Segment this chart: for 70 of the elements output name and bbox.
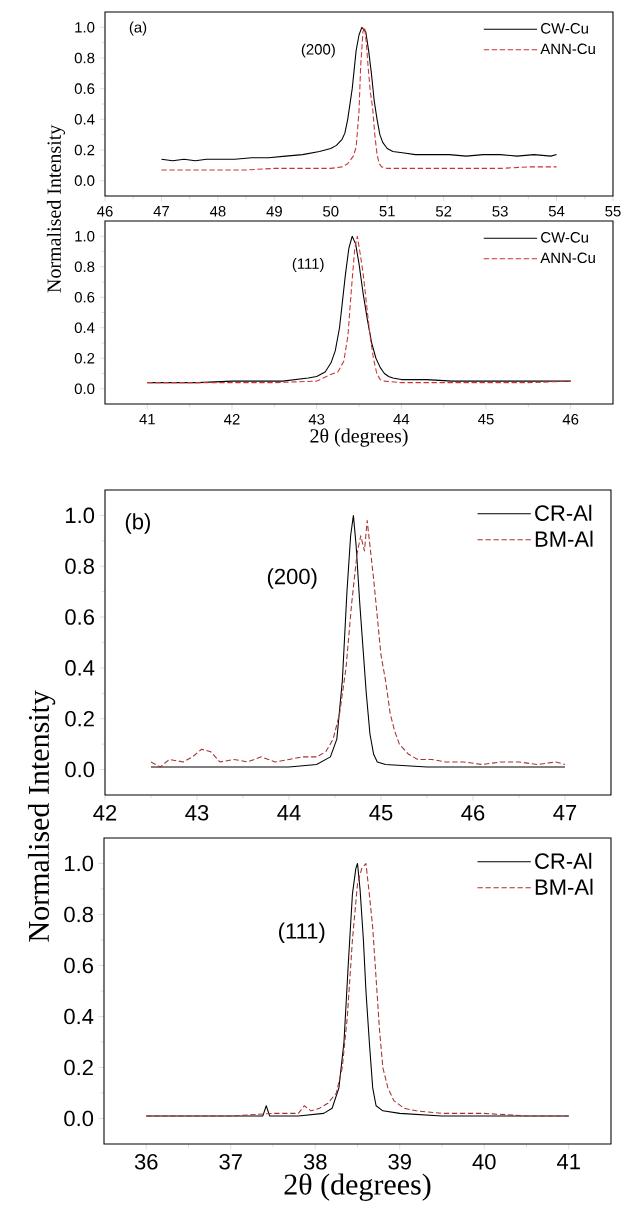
x-tick-label: 46 [562,414,579,425]
x-tick-label: 55 [605,206,621,217]
x-tick-label: 43 [185,805,209,821]
y-tick-label: 0.2 [74,144,95,156]
legend-label: ANN-Cu [540,43,595,55]
x-tick-label: 54 [548,206,565,217]
x-tick-label: 38 [303,1154,327,1170]
x-tick-label: 53 [492,206,508,217]
annotation: (200) [267,568,317,589]
x-tick-label: 47 [553,805,577,821]
x-tick-label: 42 [224,414,240,425]
x-tick-label: 45 [369,805,393,821]
x-tick-label: 46 [461,805,485,821]
x-tick-label: 51 [379,206,395,217]
legend-label: CR-Al [535,852,592,869]
x-tick-label: 48 [209,206,226,217]
y-tick-label: 0.2 [64,1059,93,1076]
x-tick-label: 41 [139,414,155,425]
annotation: (111) [279,922,325,944]
y-tick-label: 0.4 [74,114,95,125]
x-tick-label: 45 [478,414,494,425]
x-tick-label: 49 [266,206,282,217]
x-tick-label: 42 [93,805,117,821]
annotation: (111) [292,257,324,272]
x-tick-label: 52 [435,206,452,217]
x-tick-label: 39 [388,1154,411,1170]
y-axis-title: Normalised Intensity [46,124,66,293]
y-tick-label: 1.0 [65,855,94,872]
x-tick-label: 37 [219,1154,242,1170]
x-tick-label: 36 [134,1154,158,1170]
y-tick-label: 0.4 [64,1008,94,1025]
annotation: (200) [301,43,335,58]
y-tick-label: 0.8 [64,906,93,923]
legend-label: BM-Al [535,530,593,547]
y-tick-label: 0.6 [65,609,94,625]
y-tick-label: 0.0 [74,175,95,186]
x-axis-title: 2θ (degrees) [310,428,408,447]
x-tick-label: 47 [153,206,169,217]
y-tick-label: 1.0 [66,507,95,524]
y-tick-label: 1.0 [75,230,95,242]
x-tick-label: 44 [393,414,410,425]
y-tick-label: 0.0 [74,383,95,395]
y-tick-label: 0.8 [74,261,95,273]
x-tick-label: 40 [472,1154,496,1170]
y-tick-label: 0.0 [64,1110,94,1127]
x-tick-label: 50 [323,206,339,217]
y-tick-label: 0.6 [74,83,95,94]
x-axis-title: 2θ (degrees) [284,1173,431,1201]
y-tick-label: 1.0 [75,22,95,33]
legend-label: CR-Al [535,504,592,521]
legend-label: ANN-Cu [540,252,595,264]
y-tick-label: 0.4 [65,660,95,676]
legend-label: CW-Cu [541,232,588,243]
legend-label: CW-Cu [541,23,588,34]
y-tick-label: 0.8 [74,52,95,64]
y-axis-title: Normalised Intensity [27,690,56,942]
y-tick-label: 0.0 [65,761,95,778]
y-tick-label: 0.2 [65,710,94,727]
y-tick-label: 0.6 [74,291,95,303]
legend-label: BM-Al [535,878,593,895]
x-tick-label: 43 [308,414,325,425]
x-tick-label: 44 [277,805,301,821]
annotation: (a) [129,21,147,36]
annotation: (b) [125,513,150,534]
y-tick-label: 0.2 [74,352,95,364]
x-tick-label: 41 [557,1154,580,1170]
y-tick-label: 0.8 [65,558,94,575]
y-tick-label: 0.4 [74,322,95,334]
y-tick-label: 0.6 [64,957,93,974]
x-tick-label: 46 [97,206,113,217]
